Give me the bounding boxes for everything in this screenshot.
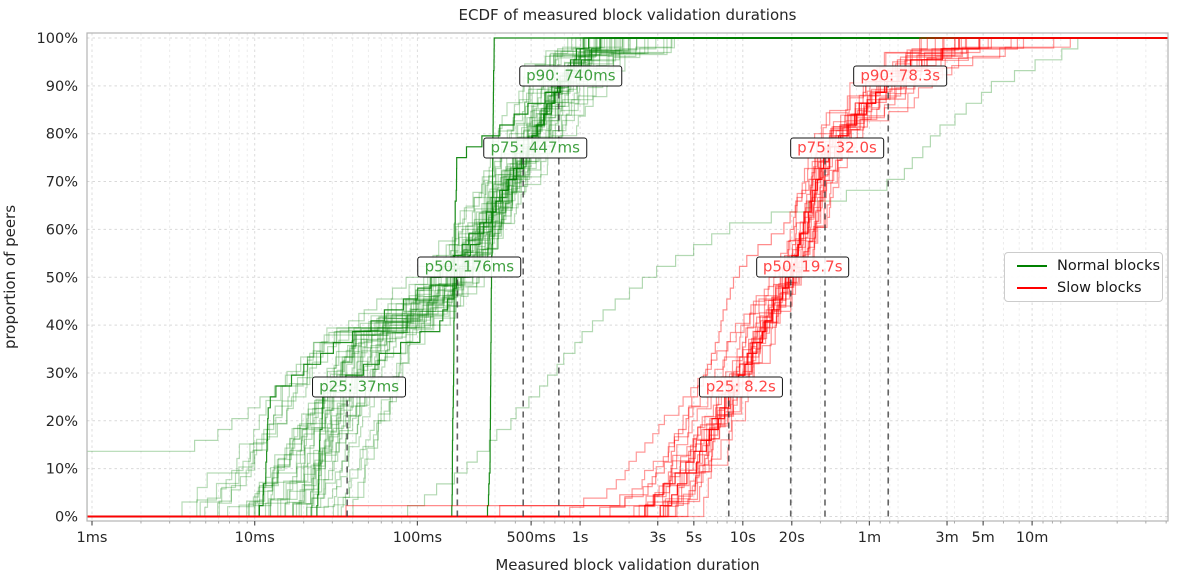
x-tick-label: 10ms [235, 530, 275, 546]
y-axis-label: proportion of peers [1, 204, 19, 350]
percentile-label: p90: 740ms [519, 65, 623, 87]
y-tick-label: 20% [46, 414, 78, 430]
y-tick-label: 80% [46, 127, 78, 143]
plot-border [86, 32, 1169, 522]
percentile-label: p75: 447ms [483, 137, 587, 159]
percentile-label: p25: 8.2s [698, 376, 783, 398]
percentile-label: p90: 78.3s [853, 65, 948, 87]
y-tick-label: 0% [55, 510, 78, 526]
y-tick-label: 30% [46, 366, 78, 382]
legend-label-slow-blocks: Slow blocks [1057, 280, 1142, 296]
y-tick-label: 90% [46, 79, 78, 95]
x-tick-label: 500ms [506, 530, 555, 546]
x-tick-label: 1ms [77, 530, 108, 546]
x-tick-label: 5m [971, 530, 994, 546]
y-tick-label: 100% [37, 31, 78, 47]
x-tick-label: 3m [935, 530, 958, 546]
x-tick-label: 1m [858, 530, 881, 546]
percentile-label: p50: 176ms [417, 256, 522, 278]
y-tick-label: 60% [46, 222, 78, 238]
chart-title: ECDF of measured block validation durati… [458, 6, 797, 24]
y-tick-label: 50% [46, 270, 78, 286]
y-tick-label: 10% [46, 462, 78, 478]
y-tick-label: 40% [46, 318, 78, 334]
slow-blocks-line-swatch [1017, 287, 1047, 289]
x-tick-label: 100ms [393, 530, 442, 546]
legend-label-normal-blocks: Normal blocks [1057, 258, 1161, 274]
y-tick-label: 70% [46, 175, 78, 191]
percentile-guide-lines [346, 85, 890, 517]
legend: Normal blocks Slow blocks [1004, 252, 1163, 302]
x-axis-label: Measured block validation duration [495, 556, 760, 574]
x-tick-label: 1s [572, 530, 589, 546]
axis-ticks: 1ms 10ms 100ms 500ms 1s 3s 5s 10s 20s 1m 3m 5m 10m 0%… [37, 31, 1167, 546]
ecdf-curve [87, 37, 1168, 518]
legend-entry-normal-blocks: Normal blocks [1017, 258, 1162, 274]
percentile-label: p50: 19.7s [755, 256, 850, 278]
percentile-label: p25: 37ms [312, 376, 407, 398]
x-tick-label: 5s [685, 530, 702, 546]
legend-entry-slow-blocks: Slow blocks [1017, 280, 1162, 296]
ecdf-curve [87, 37, 1168, 518]
percentile-label: p75: 32.0s [790, 137, 884, 159]
x-tick-label: 20s [779, 530, 805, 546]
normal-blocks-line-swatch [1017, 265, 1047, 267]
x-tick-label: 3s [649, 530, 666, 546]
x-tick-label: 10s [730, 530, 756, 546]
x-tick-label: 10m [1016, 530, 1049, 546]
